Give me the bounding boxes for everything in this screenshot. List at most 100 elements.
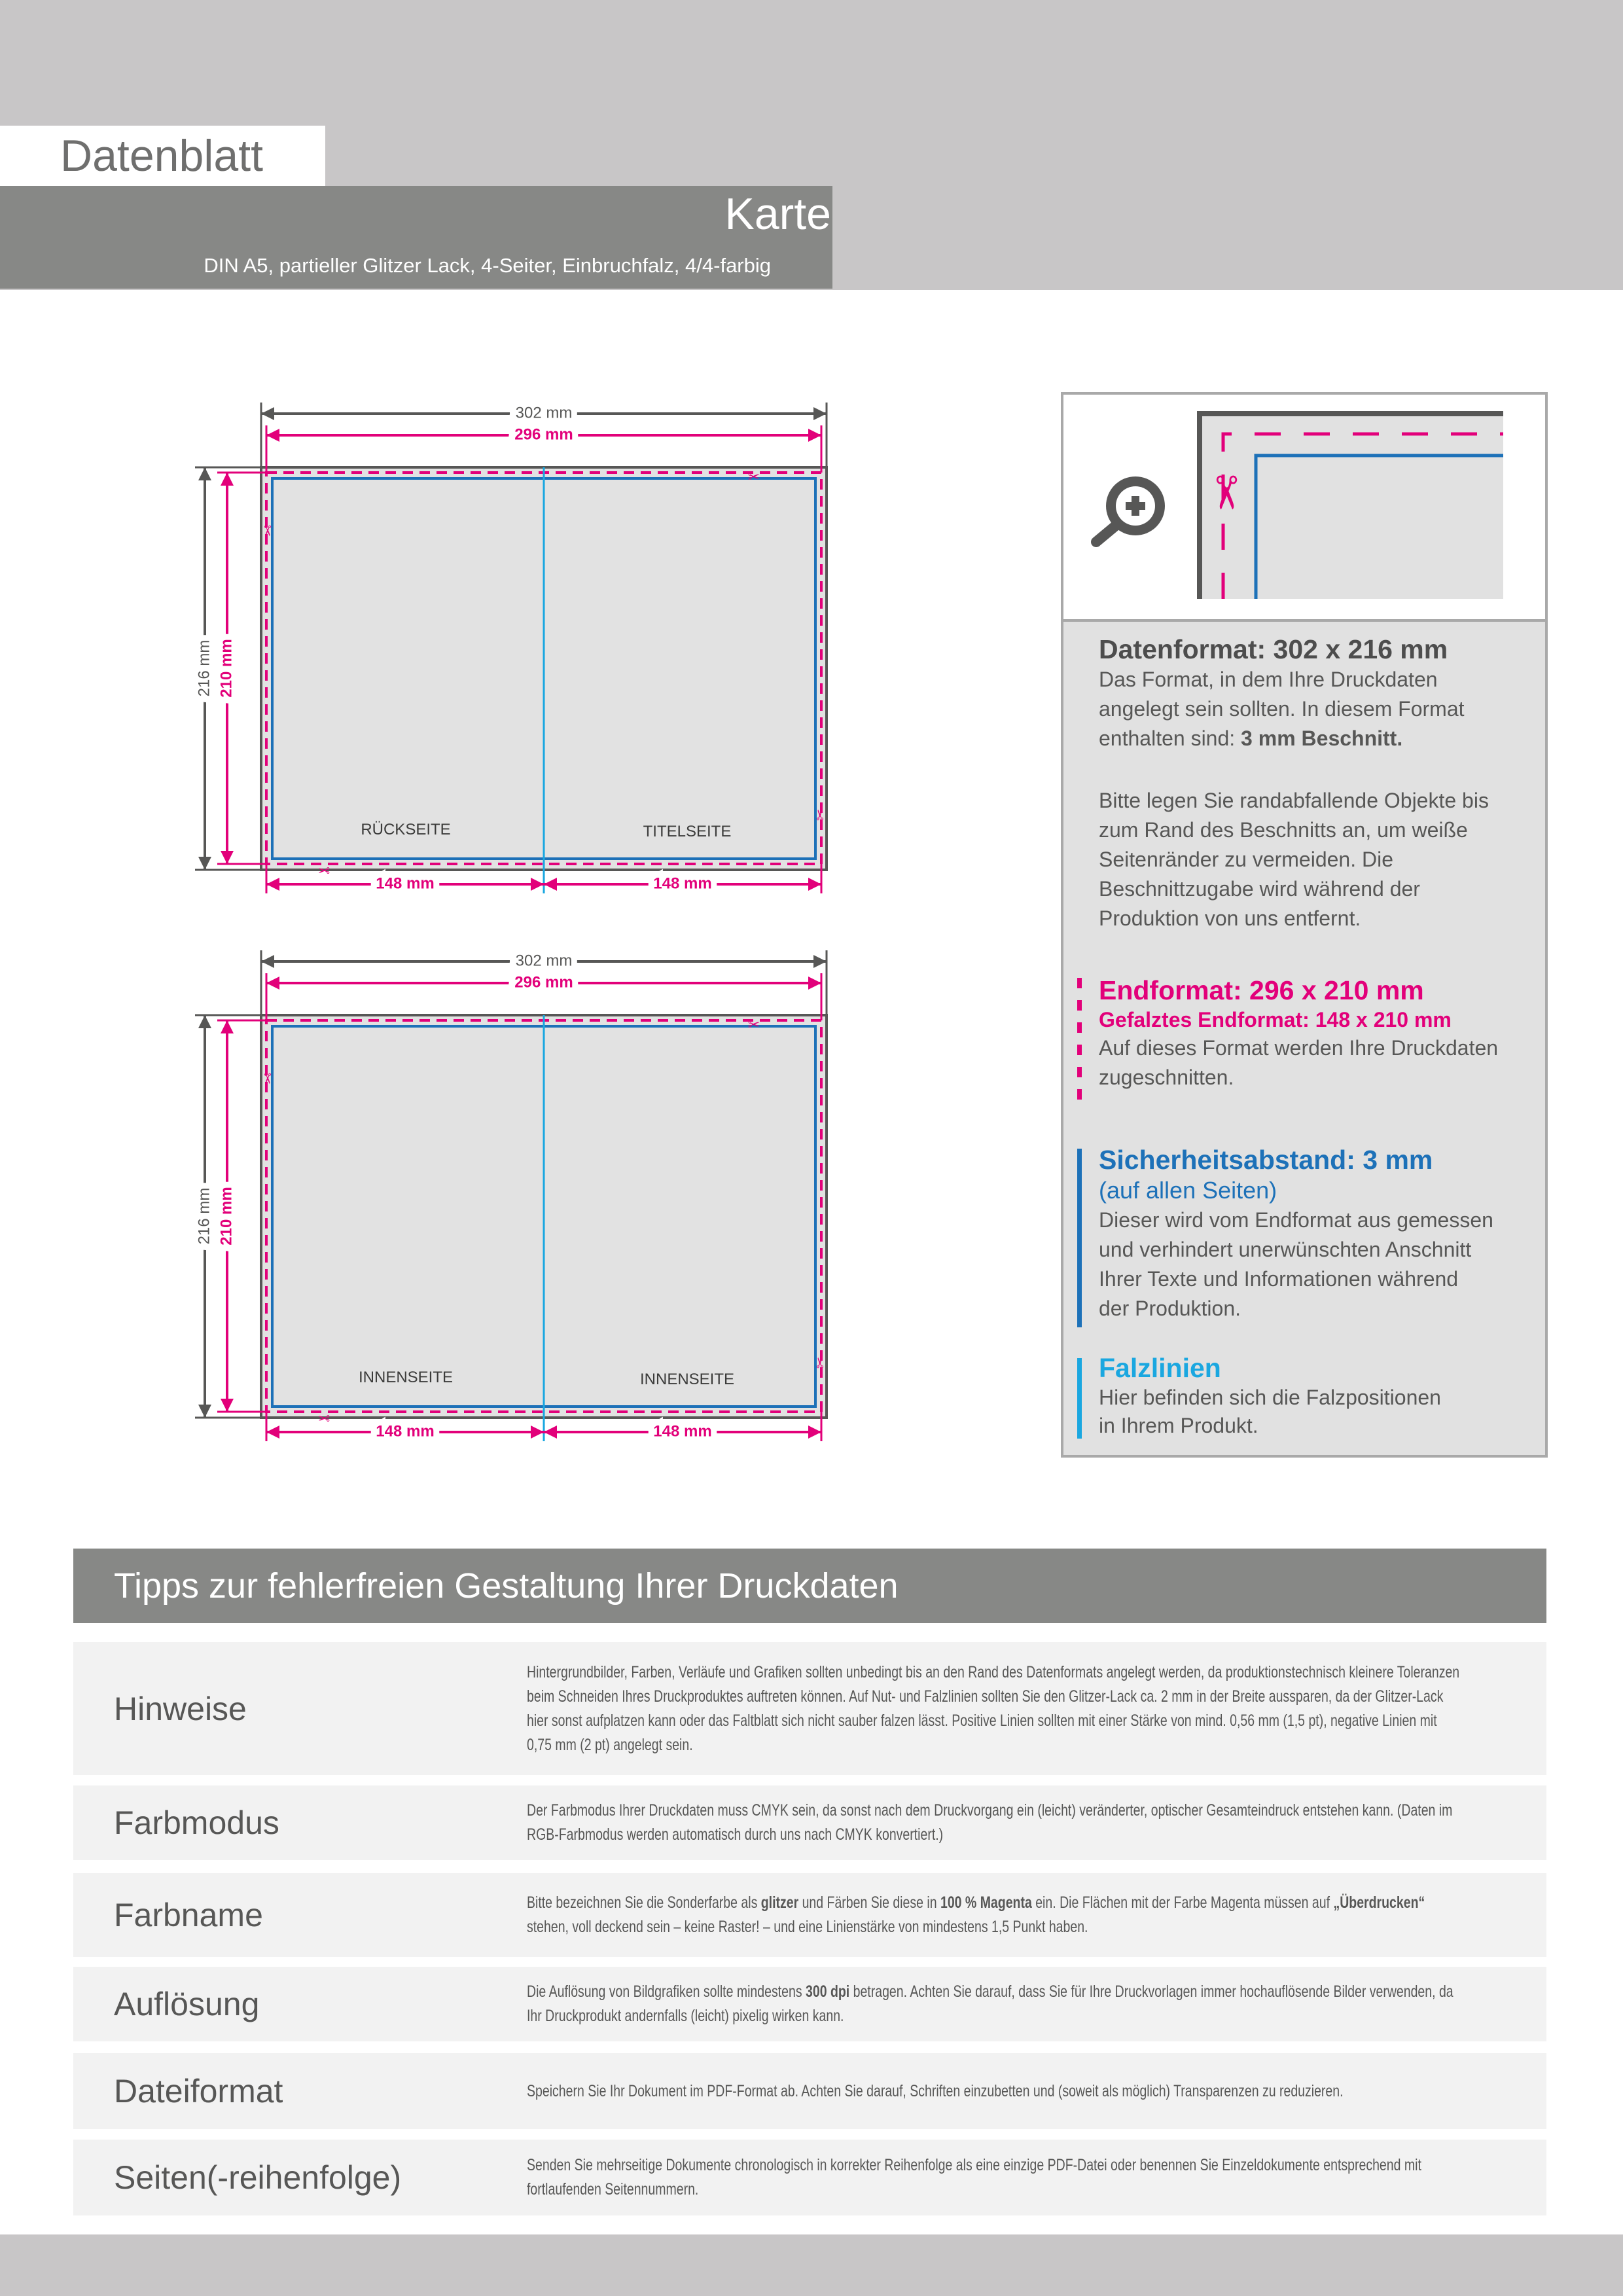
end-height-label: 210 mm xyxy=(217,639,235,697)
footer-band xyxy=(0,2234,1623,2296)
safety-heading: Sicherheitsabstand: 3 mm xyxy=(1099,1145,1433,1175)
tips-row-text: Der Farbmodus Ihrer Druckdaten muss CMYK… xyxy=(527,1799,1461,1847)
tips-header xyxy=(73,1549,1546,1623)
tips-row: Dateiformat Speichern Sie Ihr Dokument im… xyxy=(73,2053,1546,2129)
end-width-label: 296 mm xyxy=(514,425,573,443)
text-line: enthalten sind: 3 mm Beschnitt. xyxy=(1099,724,1465,753)
safety-section: Sicherheitsabstand: 3 mm (auf allen Seit… xyxy=(1099,1144,1493,1323)
text-segment: ein. Die Flächen mit der Farbe Magenta m… xyxy=(1031,1893,1334,1912)
title-box xyxy=(0,126,325,186)
half-width-label: 148 mm xyxy=(376,874,434,892)
text-line: Beschnittzugabe wird während der xyxy=(1099,877,1420,901)
tips-row: Farbname Bitte bezeichnen Sie die Sonderf… xyxy=(73,1873,1546,1957)
end-height-label: 210 mm xyxy=(217,1187,235,1245)
emphasis-text: 100 % Magenta xyxy=(940,1893,1032,1912)
bleed-corner-illustration: ✂ xyxy=(1197,411,1503,599)
text-line: Bitte legen Sie randabfallende Objekte b… xyxy=(1099,789,1489,812)
text-line: angelegt sein sollten. In diesem Format xyxy=(1099,697,1465,721)
emphasis-text: 300 dpi xyxy=(806,1982,850,2001)
scissors-icon: ✂ xyxy=(318,862,330,878)
scissors-icon: ✂ xyxy=(812,1357,829,1369)
text-line: zugeschnitten. xyxy=(1099,1066,1234,1089)
scissors-icon: ✂ xyxy=(318,1410,330,1426)
fold-marker xyxy=(1077,1358,1082,1439)
safety-subheading: (auf allen Seiten) xyxy=(1099,1177,1277,1204)
page-label: TITELSEITE xyxy=(643,823,732,840)
format-diagram: 302 mm 296 mm 216 mm 210 mm 148 mm 148 mm INNE… xyxy=(189,946,829,1446)
zoom-in-icon xyxy=(1091,476,1165,547)
product-band xyxy=(0,186,832,289)
tips-row-text: Senden Sie mehrseitige Dokumente chronol… xyxy=(527,2153,1461,2202)
text-line: Auf dieses Format werden Ihre Druckdaten xyxy=(1099,1036,1499,1060)
text-line: zum Rand des Beschnitts an, um weiße xyxy=(1099,818,1468,842)
tips-row-label: Auflösung xyxy=(114,1986,260,2022)
text-segment: Senden Sie mehrseitige Dokumente chronol… xyxy=(527,2156,1421,2198)
text-segment: Hintergrundbilder, Farben, Verläufe und … xyxy=(527,1662,1460,1754)
endformat-marker xyxy=(1077,978,1082,1101)
scissors-icon: ✂ xyxy=(259,1073,276,1085)
scissors-icon: ✂ xyxy=(259,525,276,537)
emphasis-text: glitzer xyxy=(760,1893,799,1912)
fold-heading: Falzlinien xyxy=(1099,1353,1221,1383)
text-line: Produktion von uns entfernt. xyxy=(1099,906,1361,930)
data-height-label: 216 mm xyxy=(195,640,213,697)
text-line: Ihrer Texte und Informationen während xyxy=(1099,1267,1459,1291)
text-segment: betragen. Achten Sie darauf, dass Sie fü… xyxy=(527,1982,1454,2025)
end-width-label: 296 mm xyxy=(514,973,573,991)
half-width-label: 148 mm xyxy=(653,874,711,892)
tips-row: Seiten(-reihenfolge) Senden Sie mehrseiti… xyxy=(73,2140,1546,2215)
text-segment: Speichern Sie Ihr Dokument im PDF-Format… xyxy=(527,2081,1344,2100)
detail-preview: ✂ xyxy=(1063,395,1545,622)
safety-marker xyxy=(1077,1149,1082,1327)
text-segment: Die Auflösung von Bildgrafiken sollte mi… xyxy=(527,1982,806,2001)
tips-row-text: Bitte bezeichnen Sie die Sonderfarbe als… xyxy=(527,1891,1461,1939)
tips-row-label: Hinweise xyxy=(114,1690,247,1727)
text-segment: Der Farbmodus Ihrer Druckdaten muss CMYK… xyxy=(527,1801,1453,1844)
text-segment: stehen, voll deckend sein – keine Raster… xyxy=(527,1918,1088,1936)
text-line: der Produktion. xyxy=(1099,1297,1241,1320)
scissors-icon: ✂ xyxy=(812,809,829,821)
data-width-label: 302 mm xyxy=(516,952,573,969)
text-line: Seitenränder zu vermeiden. Die xyxy=(1099,848,1394,871)
tips-row-text: Die Auflösung von Bildgrafiken sollte mi… xyxy=(527,1980,1461,2028)
endformat-subheading: Gefalztes Endformat: 148 x 210 mm xyxy=(1099,1008,1452,1031)
page-label: RÜCKSEITE xyxy=(361,821,450,838)
text-segment: und Färben Sie diese in xyxy=(798,1893,940,1912)
tips-row: Farbmodus Der Farbmodus Ihrer Druckdaten … xyxy=(73,1785,1546,1860)
tips-row-label: Seiten(-reihenfolge) xyxy=(114,2159,402,2196)
text-line: Dieser wird vom Endformat aus gemessen xyxy=(1099,1208,1493,1232)
tips-row-label: Farbmodus xyxy=(114,1804,279,1841)
tips-row-text: Hintergrundbilder, Farben, Verläufe und … xyxy=(527,1660,1461,1757)
tips-row-text: Speichern Sie Ihr Dokument im PDF-Format… xyxy=(527,2079,1461,2104)
text-line: Das Format, in dem Ihre Druckdaten xyxy=(1099,668,1438,691)
datenformat-section: Datenformat: 302 x 216 mm Das Format, in… xyxy=(1099,634,1465,753)
tips-title: Tipps zur fehlerfreien Gestaltung Ihrer … xyxy=(114,1566,899,1605)
fold-section: Falzlinien Hier befinden sich die Falzpo… xyxy=(1099,1352,1441,1440)
scissors-icon: ✂ xyxy=(748,1016,760,1033)
document-title: Datenblatt xyxy=(60,131,263,181)
datenformat-heading: Datenformat: 302 x 216 mm xyxy=(1099,634,1448,664)
text-line-prefix: enthalten sind: xyxy=(1099,726,1241,750)
bleed-section: Bitte legen Sie randabfallende Objekte b… xyxy=(1099,786,1489,933)
text-line: Hier befinden sich die Falzpositionen xyxy=(1099,1386,1441,1409)
format-diagram: 302 mm 296 mm 216 mm 210 mm 148 mm 148 mm RÜCK… xyxy=(189,398,829,898)
tips-row: Hinweise Hintergrundbilder, Farben, Verlä… xyxy=(73,1642,1546,1775)
scissors-icon: ✂ xyxy=(748,469,760,485)
endformat-heading: Endformat: 296 x 210 mm xyxy=(1099,975,1424,1005)
data-width-label: 302 mm xyxy=(516,404,573,422)
endformat-section: Endformat: 296 x 210 mm Gefalztes Endfor… xyxy=(1099,975,1498,1092)
half-width-label: 148 mm xyxy=(376,1422,434,1440)
bleed-amount: 3 mm Beschnitt. xyxy=(1241,726,1403,750)
half-width-label: 148 mm xyxy=(653,1422,711,1440)
text-line: in Ihrem Produkt. xyxy=(1099,1414,1258,1437)
tips-row-label: Dateiformat xyxy=(114,2073,283,2109)
data-height-label: 216 mm xyxy=(195,1188,213,1245)
text-segment: Bitte bezeichnen Sie die Sonderfarbe als xyxy=(527,1893,761,1912)
page-label: INNENSEITE xyxy=(359,1369,453,1386)
tips-row: Auflösung Die Auflösung von Bildgrafiken … xyxy=(73,1967,1546,2041)
tips-row-label: Farbname xyxy=(114,1897,263,1933)
emphasis-text: „Überdrucken“ xyxy=(1333,1893,1425,1912)
product-name: Karte xyxy=(724,189,831,239)
text-line: und verhindert unerwünschten Anschnitt xyxy=(1099,1238,1472,1261)
